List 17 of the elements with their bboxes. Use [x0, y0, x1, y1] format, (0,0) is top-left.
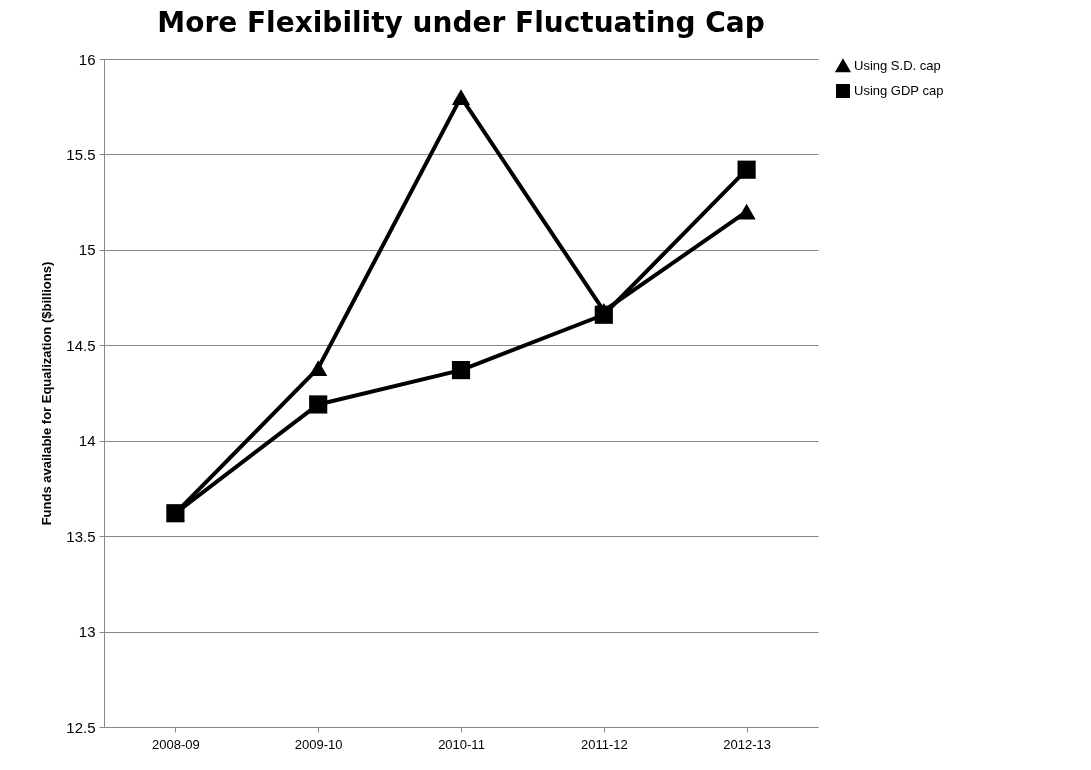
y-tick-label: 14 — [78, 432, 96, 450]
x-tick-label: 2008-09 — [152, 736, 200, 752]
chart-title: More Flexibility under Fluctuating Cap — [157, 6, 765, 39]
x-tick-label: 2009-10 — [294, 736, 343, 752]
y-axis-title: Funds available for Equalization ($billions) — [39, 261, 55, 526]
y-tick-label: 16 — [78, 50, 96, 68]
y-tick-label: 15.5 — [66, 145, 96, 163]
x-tick-label: 2011-12 — [580, 736, 628, 752]
y-tick-label: 13.5 — [66, 527, 96, 545]
y-tick-label: 12.5 — [66, 718, 96, 736]
legend-label: Using S.D. cap — [854, 58, 941, 73]
y-tick-label: 14.5 — [66, 336, 96, 354]
y-tick-label: 15 — [78, 241, 96, 259]
y-tick-label: 13 — [78, 623, 96, 641]
legend-label: Using GDP cap — [854, 83, 944, 98]
x-tick-label: 2012-13 — [723, 736, 771, 752]
x-tick-label: 2010-11 — [438, 736, 485, 752]
